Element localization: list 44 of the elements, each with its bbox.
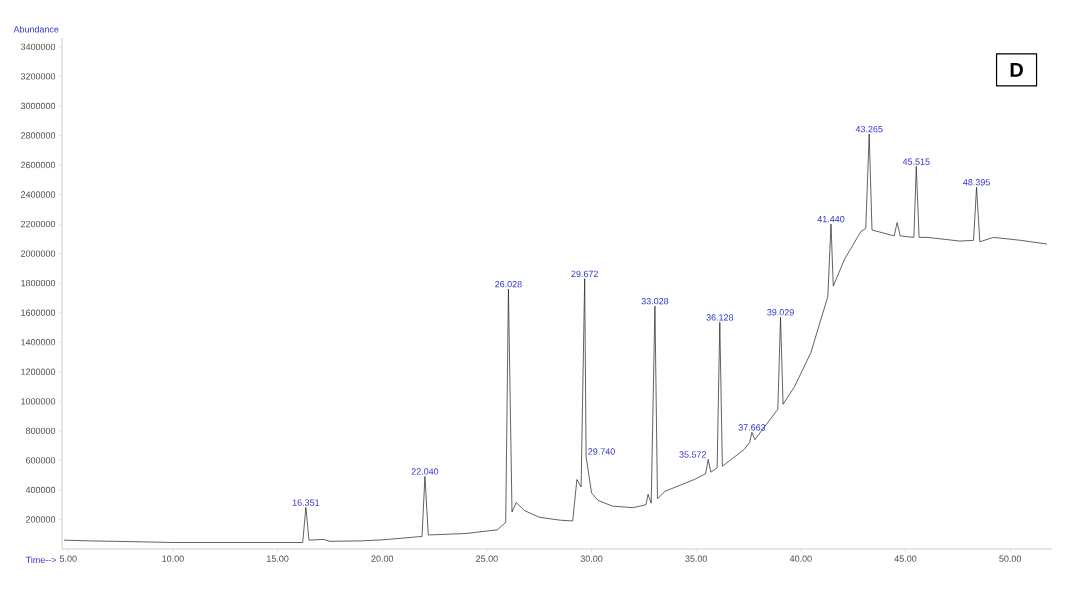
annotation: 39.029 [767, 309, 794, 316]
annotation: 22.040 [411, 468, 439, 475]
x-tick-label: 5.00 [59, 555, 77, 562]
y-tick-label: 2400000 [21, 191, 56, 198]
x-tick-label: 35.00 [685, 555, 708, 562]
y-tick-label: 3200000 [20, 73, 56, 80]
y-tick-label: 1200000 [21, 368, 56, 375]
annotation: 29.672 [571, 270, 598, 278]
y-tick-label: 800000 [25, 427, 56, 435]
annotation: 43.265 [855, 125, 883, 133]
x-tick-label: 50.00 [999, 555, 1022, 562]
annotation: 37.663 [738, 424, 766, 431]
y-tick-label: 1600000 [21, 309, 56, 316]
annotation: 26.028 [495, 281, 522, 288]
y-tick-label: 1400000 [21, 339, 56, 346]
x-tick-label: 20.00 [371, 555, 394, 562]
annotation: 16.351 [292, 499, 320, 506]
y-tick-label: 2000000 [21, 250, 56, 257]
y-axis-title: Abundance [13, 25, 59, 33]
annotation: 36.128 [706, 314, 734, 321]
x-tick-label: 40.00 [789, 555, 812, 562]
y-tick-label: 200000 [26, 516, 56, 523]
x-tick-label: 45.00 [894, 555, 917, 562]
y-tick-label: 2800000 [21, 132, 56, 139]
x-tick-label: 25.00 [476, 555, 498, 562]
y-tick-label: 600000 [26, 457, 56, 464]
annotation: 33.028 [641, 298, 669, 305]
annotation: D [1010, 63, 1023, 77]
y-tick-label: 400000 [25, 486, 56, 494]
x-tick-label: 15.00 [267, 555, 289, 562]
annotation: 48.395 [963, 179, 990, 186]
annotation: 45.515 [902, 158, 930, 165]
annotation: 29.740 [588, 448, 615, 455]
y-tick-label: 2600000 [21, 161, 56, 169]
annotation: 35.572 [679, 451, 707, 458]
y-tick-label: 3000000 [20, 102, 56, 110]
x-axis-title: Time--> [25, 556, 57, 564]
x-tick-label: 30.00 [580, 555, 603, 562]
y-tick-label: 2200000 [21, 220, 56, 228]
x-tick-label: 10.00 [162, 555, 184, 562]
annotation: 41.440 [817, 216, 845, 223]
y-tick-label: 1800000 [21, 279, 56, 287]
y-tick-label: 1000000 [21, 398, 56, 405]
y-tick-label: 3400000 [20, 43, 56, 51]
